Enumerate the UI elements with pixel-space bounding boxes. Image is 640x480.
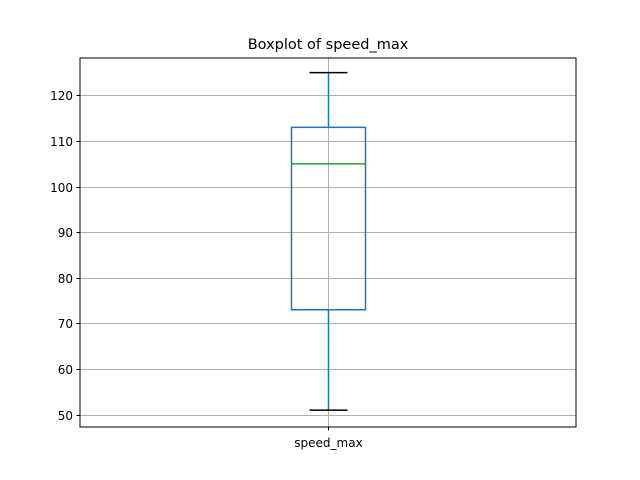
y-tick-label: 120 [50,89,73,103]
x-tick-label: speed_max [294,436,362,450]
y-tick-label: 100 [50,181,73,195]
y-tick-label: 60 [58,363,73,377]
box-layer [290,71,367,411]
y-tick-label: 80 [58,272,73,286]
grid-layer [80,58,576,427]
y-tick-label: 70 [58,317,73,331]
axis-layer: 50 60 70 80 90 100 110 120 speed_max [50,89,363,450]
y-tick-label: 90 [58,226,73,240]
y-tick-label: 50 [58,409,73,423]
box-iqr [290,126,367,311]
y-tick-label: 110 [50,135,73,149]
chart-title: Boxplot of speed_max [248,37,409,53]
